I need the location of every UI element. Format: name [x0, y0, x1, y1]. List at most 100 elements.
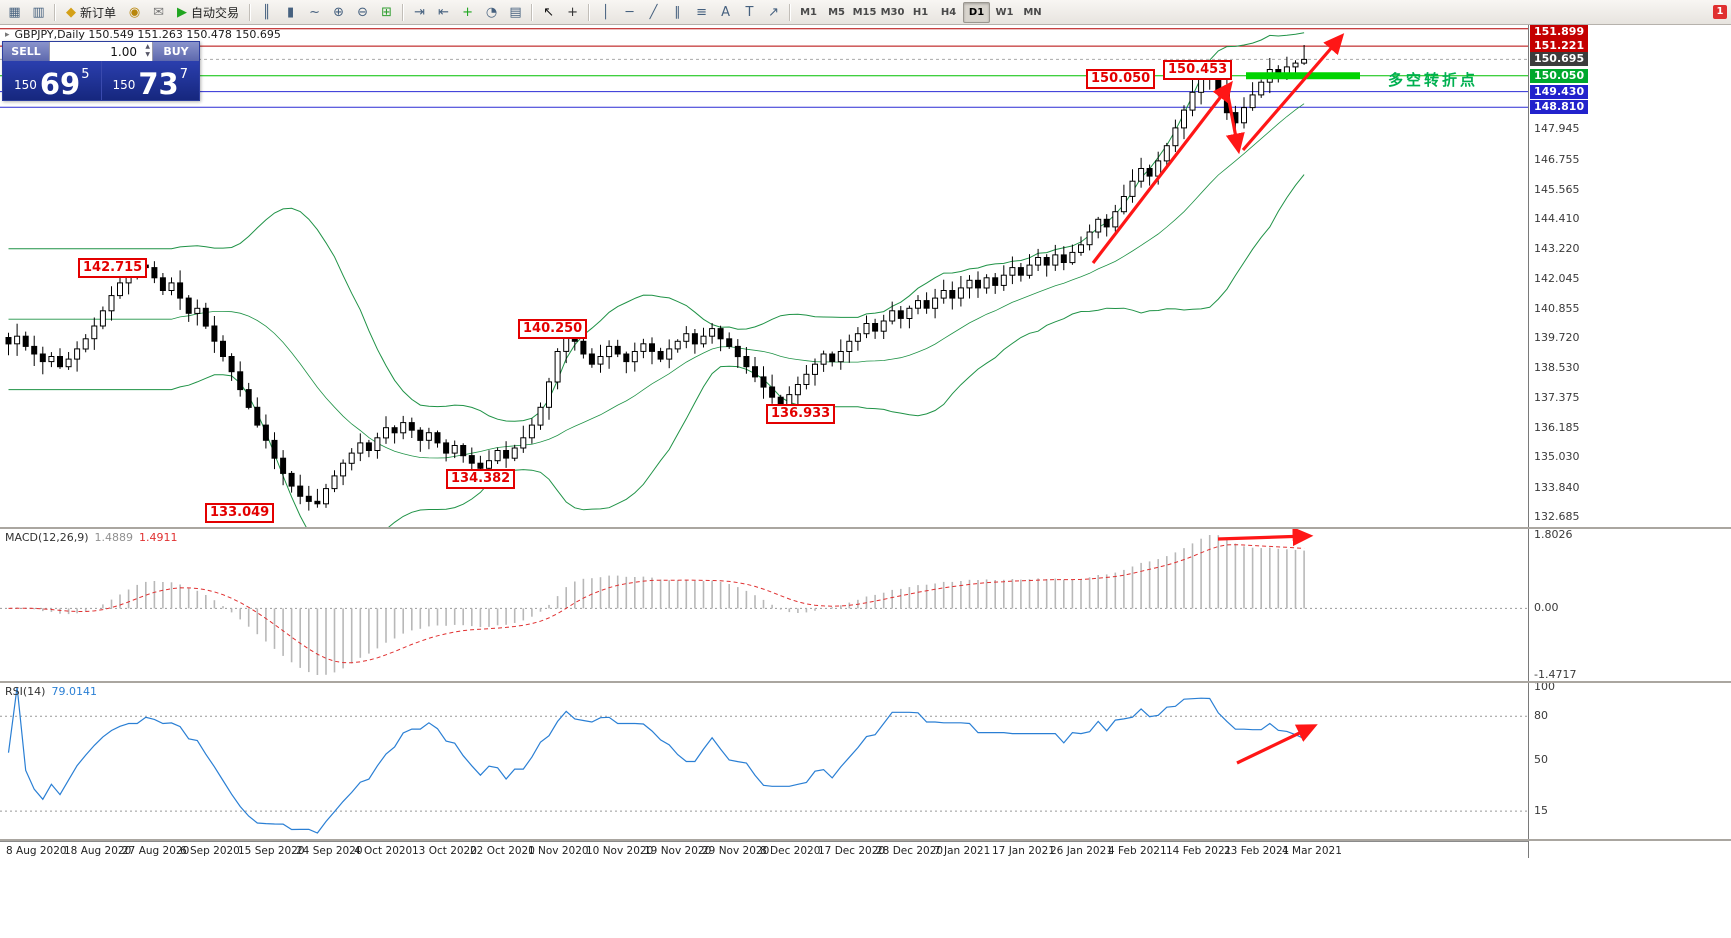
mailbox-icon[interactable]: ✉ — [147, 2, 170, 23]
candle-body — [48, 356, 55, 363]
fibonacci-icon-glyph: ≡ — [696, 4, 707, 20]
price-scale[interactable]: 147.945 146.755 145.565 144.410 143.220 142.0… — [1528, 25, 1731, 858]
label-icon[interactable]: T — [738, 2, 761, 23]
crosshair-icon[interactable]: + — [561, 2, 584, 23]
time-axis-label: 6 Sep 2020 — [180, 845, 240, 857]
timeframe-button-h1[interactable]: H1 — [912, 6, 929, 18]
periods-icon[interactable]: ◔ — [480, 2, 503, 23]
price-annotation[interactable]: 133.049 — [205, 503, 275, 523]
timeframe-button-m30[interactable]: M30 — [880, 6, 905, 18]
candle-body — [623, 353, 630, 363]
sell-price-big: 69 — [39, 67, 81, 101]
candle-body — [39, 353, 46, 363]
macd-panel[interactable]: MACD(12,26,9) 1.4889 1.4911 — [0, 529, 1528, 681]
candle-body — [82, 338, 89, 350]
rsi-svg — [0, 686, 1528, 834]
timeframe-button-m5[interactable]: M5 — [828, 6, 845, 18]
sell-price-prefix: 150 — [13, 78, 37, 92]
arrows-icon[interactable]: ↗ — [762, 2, 785, 23]
candle-body — [957, 287, 964, 299]
cursor-icon[interactable]: ↖ — [537, 2, 560, 23]
panel-divider[interactable] — [0, 839, 1731, 841]
trend-arrow[interactable] — [1091, 80, 1233, 264]
trendline-icon[interactable]: ╱ — [642, 2, 665, 23]
time-axis-label: 8 Dec 2020 — [760, 845, 821, 857]
price-annotation[interactable]: 136.933 — [766, 404, 836, 424]
auto-scroll-icon[interactable]: ⇥ — [408, 2, 431, 23]
time-axis[interactable]: 8 Aug 2020 18 Aug 2020 27 Aug 2020 6 Sep 20… — [0, 841, 1731, 859]
trend-arrow[interactable] — [1236, 724, 1318, 765]
candle-body — [743, 356, 750, 368]
tile-windows-icon[interactable]: ⊞ — [375, 2, 398, 23]
candle-body — [683, 333, 690, 342]
trend-arrow[interactable] — [1224, 84, 1245, 155]
volume-stepper[interactable]: ▲ ▼ — [145, 43, 150, 59]
price-tag: 151.899 — [1530, 25, 1589, 39]
panel-divider[interactable] — [0, 681, 1731, 683]
fibonacci-icon[interactable]: ≡ — [690, 2, 713, 23]
channel-icon[interactable]: ∥ — [666, 2, 689, 23]
refresh-icon[interactable]: ◉ — [123, 2, 146, 23]
volume-input[interactable]: 1.00 ▲ ▼ — [49, 42, 153, 61]
autotrade-button[interactable]: ▶ 自动交易 — [171, 2, 245, 23]
zoom-in-icon[interactable]: ⊕ — [327, 2, 350, 23]
vertical-line-icon[interactable]: │ — [594, 2, 617, 23]
candle-body — [1301, 58, 1308, 64]
line-chart-icon[interactable]: ~ — [303, 2, 326, 23]
candle-body — [468, 455, 475, 464]
candle-body — [22, 335, 29, 347]
candle-body — [202, 307, 209, 327]
buy-button[interactable]: BUY — [153, 42, 199, 61]
indicators-icon[interactable]: + — [456, 2, 479, 23]
profiles-icon-glyph: ▥ — [32, 4, 45, 20]
candle-body — [408, 422, 415, 431]
new-chart-icon[interactable]: ▦ — [3, 2, 26, 23]
periods-icon-glyph: ◔ — [485, 4, 498, 20]
candlestick-chart-icon[interactable]: ▮ — [279, 2, 302, 23]
notification-badge[interactable]: 1 — [1713, 5, 1727, 19]
templates-icon[interactable]: ▤ — [504, 2, 527, 23]
candle-body — [151, 267, 158, 279]
channel-icon-glyph: ∥ — [674, 4, 681, 20]
candle-body — [417, 429, 424, 441]
indicators-icon-glyph: + — [462, 4, 473, 20]
timeframe-button-mn[interactable]: MN — [1023, 6, 1042, 18]
trend-arrow[interactable] — [1241, 33, 1345, 152]
stepper-up-icon[interactable]: ▲ — [145, 43, 150, 50]
candle-body — [451, 445, 458, 454]
rsi-panel[interactable]: RSI(14) 79.0141 — [0, 683, 1528, 839]
candle-body — [340, 462, 347, 477]
text-icon[interactable]: A — [714, 2, 737, 23]
price-annotation[interactable]: 150.453 — [1163, 60, 1233, 80]
scale-tick: 100 — [1534, 680, 1555, 693]
horizontal-line-icon[interactable]: ─ — [618, 2, 641, 23]
stepper-down-icon[interactable]: ▼ — [145, 51, 150, 58]
chart-shift-icon[interactable]: ⇤ — [432, 2, 455, 23]
panel-divider[interactable] — [0, 527, 1731, 529]
sell-price[interactable]: 150 69 5 — [3, 61, 101, 100]
price-tag: 149.430 — [1530, 84, 1589, 99]
main-chart-panel[interactable]: ▸ GBPJPY,Daily 150.549 151.263 150.478 1… — [0, 25, 1528, 527]
zoom-out-icon[interactable]: ⊖ — [351, 2, 374, 23]
timeframe-button-m15[interactable]: M15 — [852, 6, 877, 18]
profiles-icon[interactable]: ▥ — [27, 2, 50, 23]
candle-body — [889, 310, 896, 322]
timeframe-button-w1[interactable]: W1 — [995, 6, 1014, 18]
timeframe-button-m1[interactable]: M1 — [800, 6, 817, 18]
price-annotation[interactable]: 142.715 — [78, 258, 148, 278]
candle-body — [1146, 168, 1153, 177]
auto-scroll-icon-glyph: ⇥ — [414, 4, 425, 20]
buy-price[interactable]: 150 73 7 — [101, 61, 199, 100]
price-annotation[interactable]: 134.382 — [446, 469, 516, 489]
timeframe-button-d1[interactable]: D1 — [963, 1, 991, 23]
trend-arrow[interactable] — [1217, 529, 1314, 547]
scale-tick: 136.185 — [1534, 421, 1580, 435]
timeframe-button-h4[interactable]: H4 — [940, 6, 957, 18]
bar-chart-icon[interactable]: ║ — [255, 2, 278, 23]
sell-button[interactable]: SELL — [3, 42, 49, 61]
price-annotation[interactable]: 150.050 — [1086, 69, 1156, 89]
candle-body — [1052, 254, 1059, 266]
price-annotation[interactable]: 140.250 — [518, 319, 588, 339]
new-order-button[interactable]: ◆ 新订单 — [60, 2, 122, 23]
macd-svg — [0, 529, 1528, 675]
